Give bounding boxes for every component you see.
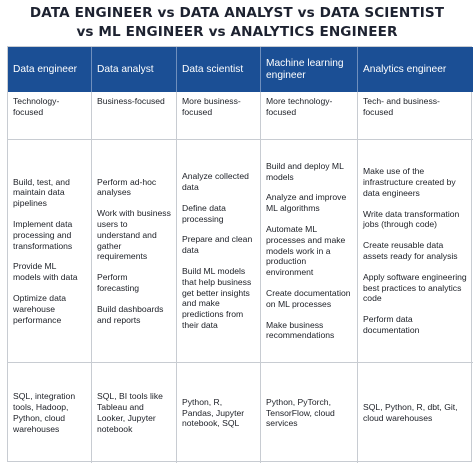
task-item: Perform forecasting [97,272,140,293]
header-data-engineer: Data engineer [8,47,92,92]
header-ml-engineer: Machine learning engineer [261,47,358,92]
task-item: Implement data processing and transforma… [13,219,73,251]
task-item: Analyze collected data [182,171,249,193]
page-title-line-2: vs ML ENGINEER vs ANALYTICS ENGINEER [76,24,398,40]
tasks-data-engineer: Build, test, and maintain data pipelines… [8,140,92,363]
task-item: Automate ML processes and make models wo… [266,224,346,278]
task-item: Write data transformation jobs (through … [363,208,460,230]
focus-data-engineer: Technology-focused [8,92,92,140]
task-item: Provide ML models with data [13,261,78,283]
task-item: Create reusable data assets ready for an… [363,240,458,261]
task-item: Work with business users to understand a… [97,208,171,262]
focus-analytics-engineer: Tech- and business-focused [358,92,473,140]
header-data-scientist: Data scientist [177,47,261,92]
header-data-analyst: Data analyst [92,47,177,92]
tasks-ml-engineer: Build and deploy ML models Analyze and i… [261,140,358,363]
focus-data-scientist: More business-focused [177,92,261,140]
focus-data-analyst: Business-focused [92,92,177,140]
tasks-analytics-engineer: Make use of the infrastructure created b… [358,140,473,363]
task-item: Perform ad-hoc analyses [97,176,157,198]
task-item: Build dashboards and reports [97,303,164,325]
tools-data-scientist: Python, R, Pandas, Jupyter notebook, SQL [177,363,261,463]
comparison-table: Data engineer Data analyst Data scientis… [7,46,473,463]
tools-ml-engineer: Python, PyTorch, TensorFlow, cloud servi… [261,363,358,463]
task-item: Create documentation on ML processes [266,287,351,309]
task-item: Build and deploy ML models [266,160,344,182]
task-item: Make business recommendations [266,319,335,341]
tools-data-analyst: SQL, BI tools like Tableau and Looker, J… [92,363,177,463]
task-item: Prepare and clean data [182,234,253,256]
page-title-line-1: DATA ENGINEER vs DATA ANALYST vs DATA SC… [29,5,445,21]
tasks-data-scientist: Analyze collected data Define data proce… [177,140,261,363]
task-item: Perform data documentation [363,314,420,335]
header-analytics-engineer: Analytics engineer [358,47,473,92]
tools-data-engineer: SQL, integration tools, Hadoop, Python, … [8,363,92,463]
task-item: Make use of the infrastructure created b… [363,166,456,198]
focus-ml-engineer: More technology-focused [261,92,358,140]
tasks-data-analyst: Perform ad-hoc analyses Work with busine… [92,140,177,363]
task-item: Build ML models that help business get b… [182,266,252,330]
task-item: Define data processing [182,202,226,224]
task-item: Apply software engineering best practice… [363,271,467,304]
task-item: Build, test, and maintain data pipelines [13,176,70,209]
tools-analytics-engineer: SQL, Python, R, dbt, Git, cloud warehous… [363,402,458,423]
task-item: Optimize data warehouse performance [13,292,67,325]
task-item: Analyze and improve ML algorithms [266,192,347,214]
